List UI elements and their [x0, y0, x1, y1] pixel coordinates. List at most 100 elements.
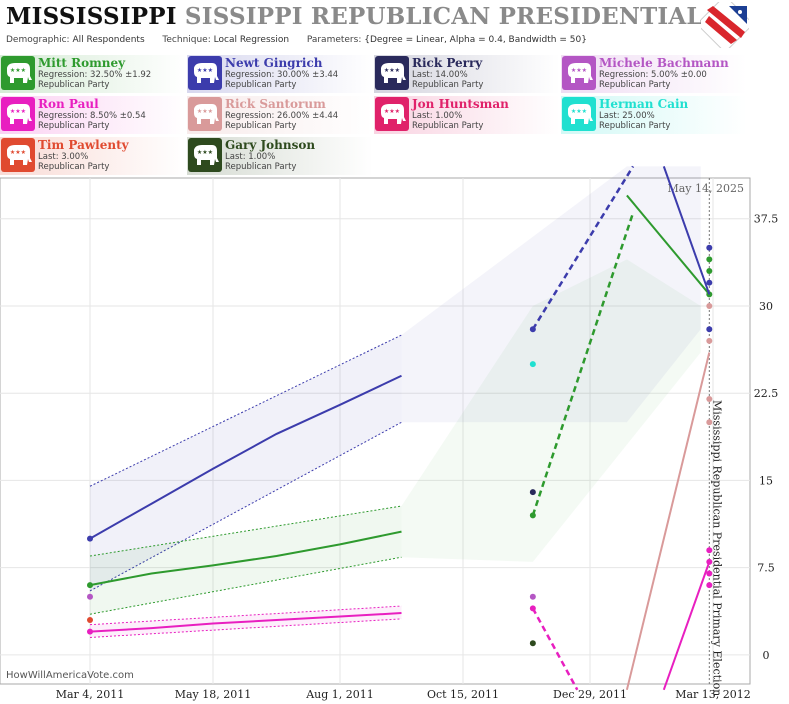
candidate-stat: Last: 3.00%	[38, 152, 89, 162]
demographic-value: All Respondents	[72, 35, 145, 45]
candidate-stat: Last: 1.00%	[412, 111, 463, 121]
x-tick-label: May 18, 2011	[175, 688, 252, 701]
projected-line	[531, 165, 635, 330]
data-point	[87, 582, 93, 589]
svg-text:★★★: ★★★	[197, 149, 213, 156]
candidate-party: Republican Party	[38, 121, 110, 131]
candidate-name: Herman Cain	[599, 97, 689, 111]
candidate-name: Tim Pawlenty	[38, 138, 129, 152]
elephant-icon: ★★★	[1, 97, 35, 131]
current-date-label: May 14, 2025	[667, 182, 744, 195]
trend-line	[625, 352, 711, 691]
candidate-card: ★★★ Rick Perry Last: 14.00% Republican Part…	[374, 55, 560, 93]
svg-text:★★★: ★★★	[10, 67, 26, 74]
technique-value: Local Regression	[213, 35, 290, 45]
svg-text:★★★: ★★★	[571, 67, 587, 74]
candidate-stat: Last: 25.00%	[599, 111, 655, 121]
band-lower-line	[89, 556, 402, 615]
page-title: MISSISSIPPI SISSIPPI REPUBLICAN PRESIDEN…	[6, 3, 746, 30]
svg-text:★★★: ★★★	[10, 149, 26, 156]
technique-label: Technique:	[162, 35, 211, 45]
data-point	[529, 489, 536, 496]
band-upper-line	[89, 605, 402, 626]
candidate-stat: Regression: 8.50% ±0.54	[38, 111, 146, 121]
trend-line	[626, 194, 711, 295]
series-line	[89, 612, 402, 633]
elephant-icon: ★★★	[188, 97, 222, 131]
candidate-name: Gary Johnson	[225, 138, 316, 152]
candidate-card: ★★★ Michele Bachmann Regression: 5.00% ±0.…	[561, 55, 747, 93]
data-point	[529, 593, 536, 600]
candidate-party: Republican Party	[599, 80, 671, 90]
x-tick-label: Oct 15, 2011	[427, 688, 499, 701]
candidate-stat: Regression: 5.00% ±0.00	[599, 70, 707, 80]
parameters-value: {Degree = Linear, Alpha = 0.4, Bandwidth…	[364, 35, 587, 45]
data-point	[706, 582, 713, 589]
band-lower-line	[89, 618, 402, 638]
trend-line	[662, 561, 711, 691]
candidate-name: Mitt Romney	[38, 56, 126, 70]
data-point	[706, 279, 713, 286]
trend-line	[662, 166, 711, 295]
watermark: HowWillAmericaVote.com	[6, 670, 134, 681]
candidate-party: Republican Party	[225, 121, 297, 131]
svg-text:★★★: ★★★	[571, 108, 587, 115]
y-tick-label: 22.5	[754, 387, 779, 400]
data-point	[706, 256, 713, 263]
candidate-card: ★★★ Ron Paul Regression: 8.50% ±0.54 Republ…	[0, 96, 186, 134]
data-point	[706, 396, 713, 403]
elephant-icon: ★★★	[375, 56, 409, 90]
candidate-name: Ron Paul	[38, 97, 99, 111]
candidate-name: Michele Bachmann	[599, 56, 729, 70]
series-line	[89, 374, 402, 540]
y-tick-label: 7.5	[757, 562, 775, 575]
demographic-label: Demographic:	[6, 35, 70, 45]
data-point	[87, 593, 93, 600]
svg-text:★★★: ★★★	[197, 67, 213, 74]
confidence-band	[401, 166, 701, 423]
candidate-card: ★★★ Jon Huntsman Last: 1.00% Republican Par…	[374, 96, 560, 134]
event-label: Mississippi Republican Presidential Prim…	[710, 400, 723, 696]
candidate-card: ★★★ Rick Santorum Regression: 26.00% ±4.44…	[187, 96, 373, 134]
x-tick-label: Mar 13, 2012	[675, 688, 751, 701]
elephant-icon: ★★★	[1, 138, 35, 172]
elephant-icon: ★★★	[375, 97, 409, 131]
parameters-line: Demographic: All Respondents Technique: …	[6, 35, 587, 45]
elephant-icon: ★★★	[188, 138, 222, 172]
candidate-name: Jon Huntsman	[412, 97, 509, 111]
data-point	[706, 570, 713, 577]
band-upper-line	[89, 334, 402, 487]
candidate-legend: ★★★ Mitt Romney Regression: 32.50% ±1.92 Re…	[0, 55, 789, 175]
candidate-card: ★★★ Gary Johnson Last: 1.00% Republican Par…	[187, 137, 373, 175]
elephant-icon: ★★★	[562, 56, 596, 90]
flag-logo-icon	[701, 2, 749, 48]
candidate-stat: Last: 1.00%	[225, 152, 276, 162]
candidate-card: ★★★ Herman Cain Last: 25.00% Republican Par…	[561, 96, 747, 134]
projected-line	[531, 212, 635, 516]
x-tick-label: Aug 1, 2011	[305, 688, 374, 701]
projected-line	[531, 607, 579, 691]
elephant-icon: ★★★	[562, 97, 596, 131]
candidate-party: Republican Party	[38, 80, 110, 90]
candidate-name: Rick Perry	[412, 56, 483, 70]
data-point	[706, 337, 713, 344]
svg-text:★★★: ★★★	[384, 108, 400, 115]
data-point	[529, 640, 536, 647]
candidate-card: ★★★ Mitt Romney Regression: 32.50% ±1.92 Re…	[0, 55, 186, 93]
data-point	[529, 361, 536, 368]
elephant-icon: ★★★	[1, 56, 35, 90]
band-upper-line	[89, 505, 402, 557]
x-tick-label: Dec 29, 2011	[553, 688, 627, 701]
candidate-card: ★★★ Newt Gingrich Regression: 30.00% ±3.44…	[187, 55, 373, 93]
series-line	[89, 530, 402, 587]
data-point	[87, 535, 93, 542]
data-point	[87, 628, 93, 635]
data-point	[706, 244, 713, 251]
data-point	[706, 302, 713, 309]
plot-area	[0, 177, 751, 685]
y-tick-label: 15	[759, 474, 773, 487]
candidate-party: Republican Party	[225, 162, 297, 172]
confidence-band	[401, 259, 701, 562]
candidate-stat: Last: 14.00%	[412, 70, 468, 80]
